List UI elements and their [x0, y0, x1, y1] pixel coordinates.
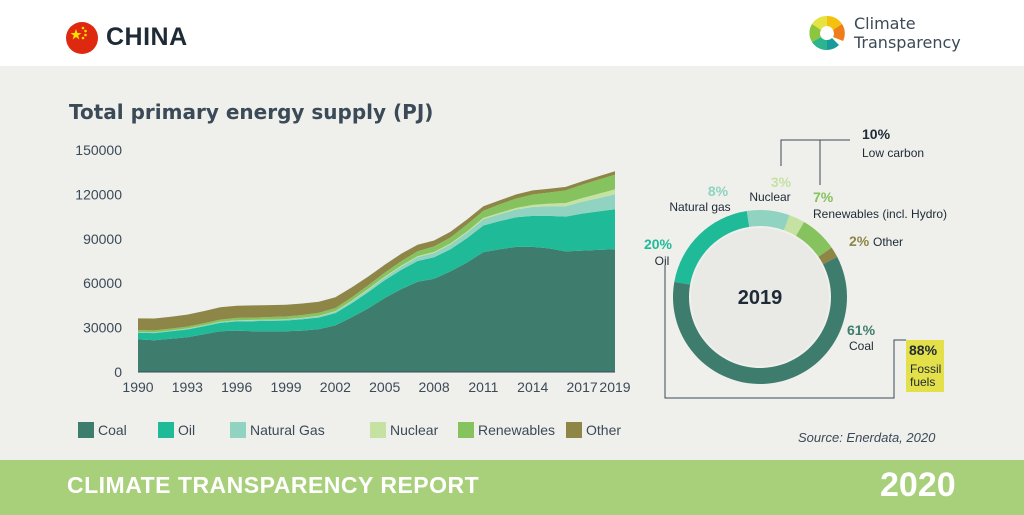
legend-swatch: [230, 422, 246, 438]
header-bar: CHINA Climate Transparency: [0, 0, 1024, 66]
legend-label: Nuclear: [390, 422, 439, 438]
low-carbon-pct: 10%: [862, 126, 891, 142]
legend-swatch: [458, 422, 474, 438]
x-tick-label: 1999: [270, 379, 301, 395]
x-tick-label: 1996: [221, 379, 252, 395]
oil-pct: 20%: [643, 236, 673, 252]
donut-slice-coal: [673, 256, 847, 385]
chart-title: Total primary energy supply (PJ): [69, 100, 434, 124]
natural-gas-pct: 8%: [707, 183, 729, 199]
area-series-oil: [138, 209, 615, 341]
renewables-label: Renewables (incl. Hydro): [813, 207, 948, 221]
area-series-coal: [138, 246, 615, 372]
legend-label: Natural Gas: [250, 422, 325, 438]
fossil-fuels-label-line2: fuels: [910, 375, 936, 389]
china-flag-icon: [66, 22, 98, 54]
footer-bar: [0, 460, 1024, 515]
legend-swatch: [158, 422, 174, 438]
footer-title: CLIMATE TRANSPARENCY REPORT: [67, 472, 480, 498]
donut-slice-nuclear: [784, 215, 805, 236]
legend-label: Coal: [98, 422, 127, 438]
area-series-nuclear: [138, 189, 615, 333]
area-series-natural-gas: [138, 194, 615, 334]
legend-swatch: [566, 422, 582, 438]
y-tick-label: 60000: [83, 275, 122, 291]
bracket-line: [664, 265, 906, 399]
renewables-pct: 7%: [813, 189, 834, 205]
natural-gas-label: Natural gas: [669, 200, 731, 214]
donut-slice-renewables: [796, 222, 832, 257]
y-tick-label: 90000: [83, 231, 122, 247]
y-tick-label: 120000: [75, 186, 122, 202]
source-note: Source: Enerdata, 2020: [798, 430, 936, 445]
x-tick-label: 2011: [468, 379, 498, 395]
bracket-line: [780, 139, 821, 185]
legend-swatch: [370, 422, 386, 438]
legend-label: Other: [586, 422, 622, 438]
nuclear-label: Nuclear: [749, 190, 791, 204]
other-pct: 2%: [849, 233, 870, 249]
other-label: Other: [873, 235, 904, 249]
low-carbon-label: Low carbon: [862, 146, 925, 160]
logo-text: Climate Transparency: [854, 14, 961, 52]
donut-slice-natural-gas: [746, 210, 790, 231]
x-tick-label: 1993: [172, 379, 203, 395]
logo-line1: Climate: [854, 14, 916, 33]
x-tick-label: 2019: [599, 379, 630, 395]
x-tick-label: 2008: [418, 379, 449, 395]
y-tick-label: 30000: [83, 320, 122, 336]
area-series-other: [138, 171, 615, 331]
x-tick-label: 2017: [567, 379, 598, 395]
fossil-fuels-pct: 88%: [909, 342, 938, 358]
x-tick-label: 2005: [369, 379, 400, 395]
logo-line2: Transparency: [854, 33, 961, 52]
coal-label: Coal: [849, 339, 874, 353]
legend-label: Oil: [178, 422, 196, 438]
area-series-renewables: [138, 174, 615, 333]
oil-label: Oil: [654, 254, 670, 268]
y-tick-label: 150000: [75, 142, 122, 158]
fossil-fuels-label-line1: Fossil: [910, 362, 942, 376]
x-tick-label: 2014: [517, 379, 548, 395]
x-tick-label: 1990: [122, 379, 153, 395]
nuclear-pct: 3%: [770, 174, 792, 190]
donut-slice-other: [818, 247, 838, 265]
y-tick-label: 0: [114, 364, 122, 380]
donut-center-label: 2019: [738, 287, 783, 309]
coal-pct: 61%: [847, 322, 876, 338]
footer-year: 2020: [880, 466, 956, 504]
legend-label: Renewables: [478, 422, 556, 438]
legend-swatch: [78, 422, 94, 438]
climate-transparency-logo-icon: [809, 15, 845, 51]
x-tick-label: 2002: [320, 379, 351, 395]
donut-hole: [691, 228, 829, 366]
fossil-fuels-highlight: [906, 340, 944, 392]
donut-slice-oil: [674, 211, 750, 285]
country-title: CHINA: [106, 23, 188, 51]
